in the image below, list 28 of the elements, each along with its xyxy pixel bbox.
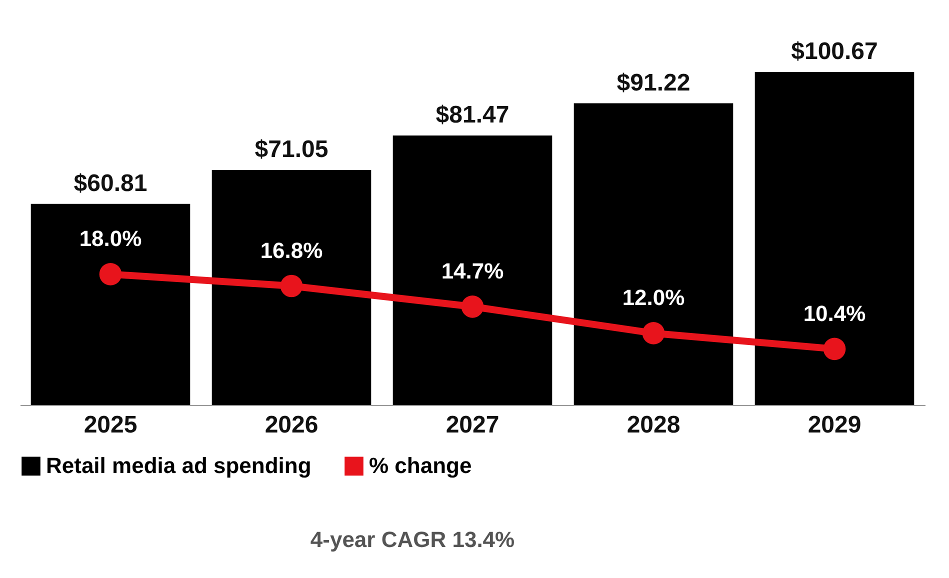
data-label: 18.0% [79, 226, 142, 252]
data-label: $100.67 [791, 38, 878, 65]
data-label: $71.05 [254, 136, 328, 163]
point [461, 295, 484, 318]
text: 4-year CAGR 13.4% [310, 527, 515, 552]
x-tick-label: 2025 [84, 412, 138, 438]
bar [392, 136, 552, 405]
bar [30, 204, 190, 405]
legend-label: Retail media ad spending [46, 453, 312, 478]
legend-label: % change [369, 453, 472, 478]
data-label: 12.0% [622, 285, 685, 310]
x-tick-label: 2026 [264, 412, 318, 438]
data-label: 16.8% [260, 238, 323, 263]
point [280, 274, 303, 298]
x-tick-label: 2027 [446, 412, 500, 438]
data-label: 14.7% [441, 258, 504, 284]
point [642, 322, 665, 344]
point [823, 338, 846, 360]
data-label: $60.81 [74, 170, 148, 197]
point [99, 263, 122, 286]
data-label: $81.47 [436, 102, 510, 129]
bar [754, 72, 914, 405]
x-tick-label: 2029 [808, 412, 862, 438]
data-label: 10.4% [803, 300, 866, 326]
data-label: $91.22 [616, 69, 690, 96]
bar [212, 170, 372, 405]
x-tick-label: 2028 [626, 412, 680, 438]
bar [574, 103, 734, 405]
